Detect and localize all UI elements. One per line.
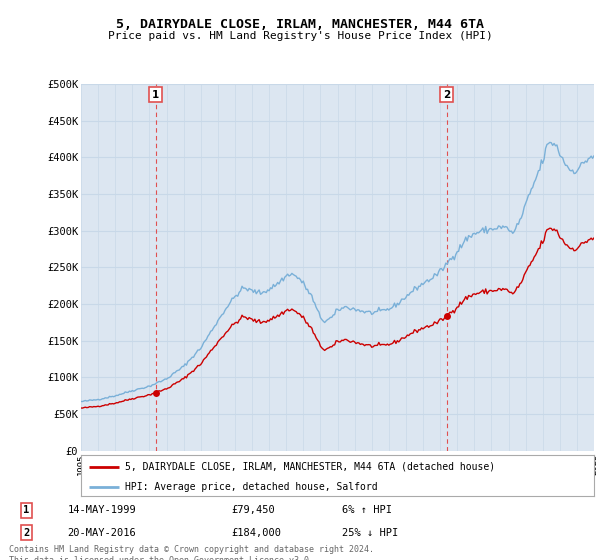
Text: 6% ↑ HPI: 6% ↑ HPI: [343, 506, 392, 515]
Text: 25% ↓ HPI: 25% ↓ HPI: [343, 528, 398, 538]
Text: 20-MAY-2016: 20-MAY-2016: [67, 528, 136, 538]
Text: Price paid vs. HM Land Registry's House Price Index (HPI): Price paid vs. HM Land Registry's House …: [107, 31, 493, 41]
Text: 5, DAIRYDALE CLOSE, IRLAM, MANCHESTER, M44 6TA: 5, DAIRYDALE CLOSE, IRLAM, MANCHESTER, M…: [116, 18, 484, 31]
Text: 2: 2: [443, 90, 450, 100]
Text: 5, DAIRYDALE CLOSE, IRLAM, MANCHESTER, M44 6TA (detached house): 5, DAIRYDALE CLOSE, IRLAM, MANCHESTER, M…: [125, 461, 495, 472]
Text: HPI: Average price, detached house, Salford: HPI: Average price, detached house, Salf…: [125, 482, 377, 492]
Text: 2: 2: [23, 528, 29, 538]
Text: 1: 1: [23, 506, 29, 515]
Text: Contains HM Land Registry data © Crown copyright and database right 2024.
This d: Contains HM Land Registry data © Crown c…: [9, 545, 374, 560]
Text: 1: 1: [152, 90, 160, 100]
Text: 14-MAY-1999: 14-MAY-1999: [67, 506, 136, 515]
Text: £184,000: £184,000: [232, 528, 281, 538]
Text: £79,450: £79,450: [232, 506, 275, 515]
